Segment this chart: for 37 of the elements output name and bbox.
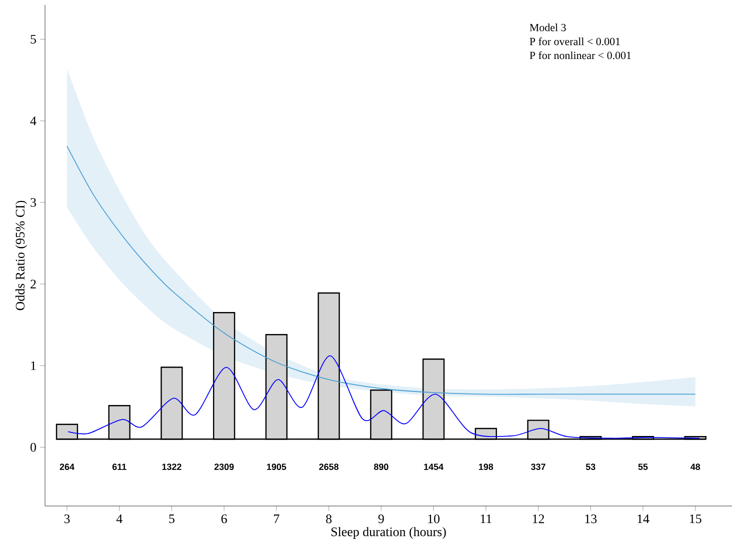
annotation: 1905: [267, 464, 286, 470]
annotation: 1454: [424, 464, 444, 470]
x-axis-title: Sleep duration (hours): [331, 527, 446, 539]
annotation: 53: [586, 464, 596, 470]
annotation: P for nonlinear < 0.001: [530, 51, 631, 60]
x-tick-label: 5: [169, 514, 174, 524]
x-tick-label: 15: [690, 514, 702, 524]
annotation: 48: [690, 464, 700, 470]
x-tick-label: 12: [532, 514, 544, 524]
x-tick-label: 8: [326, 514, 332, 524]
annotation: 2309: [214, 464, 234, 470]
y-tick-label: 4: [30, 116, 36, 126]
x-tick-label: 13: [585, 514, 597, 524]
x-tick-label: 4: [116, 514, 122, 524]
y-axis-title: Odds Ratio (95% CI): [15, 200, 28, 310]
annotation: 198: [478, 464, 494, 470]
annotation: 55: [638, 464, 648, 470]
annotation: 611: [112, 464, 126, 470]
x-tick-label: 7: [274, 514, 280, 523]
annotation: 264: [60, 464, 74, 470]
annotation: 337: [530, 464, 546, 470]
annotation: 890: [374, 464, 388, 470]
y-tick-label: 2: [30, 280, 36, 288]
y-tick-label: 0: [30, 442, 36, 452]
x-tick-label: 3: [64, 514, 70, 524]
x-tick-label: 11: [480, 514, 492, 524]
y-tick-label: 1: [31, 361, 36, 370]
x-tick-label: 14: [638, 514, 650, 524]
y-tick-label: 3: [30, 198, 36, 207]
annotation: 2658: [319, 464, 339, 470]
annotation: P for overall < 0.001: [530, 37, 620, 46]
y-tick-label: 5: [30, 34, 36, 44]
x-tick-label: 9: [378, 514, 384, 524]
x-tick-label: 10: [428, 514, 440, 524]
x-tick-label: 6: [221, 514, 227, 524]
annotation: Model 3: [530, 24, 566, 32]
annotation: 1322: [162, 464, 182, 470]
